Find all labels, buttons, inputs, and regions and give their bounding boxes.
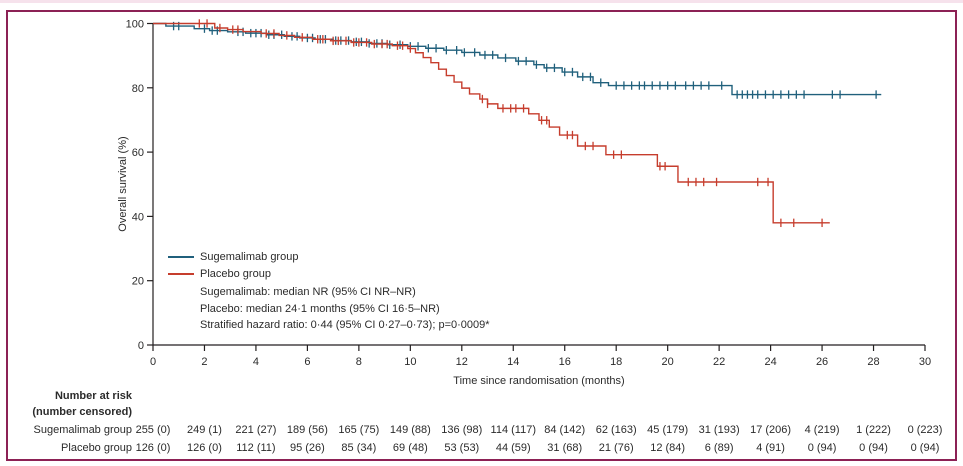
legend-item-placebo: Placebo group	[168, 266, 298, 283]
y-tick-label: 0	[138, 340, 144, 352]
risk-value: 62 (163)	[595, 424, 637, 436]
legend-label-placebo: Placebo group	[200, 267, 271, 280]
x-tick-label: 0	[150, 356, 156, 368]
stats-annotations: Sugemalimab: median NR (95% CI NR–NR) Pl…	[200, 284, 490, 334]
x-tick-label: 26	[816, 356, 828, 368]
y-tick-label: 100	[126, 19, 144, 31]
risk-row-label-placebo: Placebo group	[61, 442, 132, 454]
x-tick-label: 24	[764, 356, 776, 368]
risk-value: 221 (27)	[235, 424, 277, 436]
y-tick-label: 40	[132, 211, 144, 223]
risk-value: 53 (53)	[444, 442, 480, 454]
risk-value: 255 (0)	[135, 424, 171, 436]
risk-value: 0 (94)	[910, 442, 940, 454]
risk-value: 165 (75)	[338, 424, 380, 436]
risk-value: 1 (222)	[856, 424, 891, 436]
annotation-sugemalimab-median: Sugemalimab: median NR (95% CI NR–NR)	[200, 286, 416, 298]
x-tick-label: 14	[507, 356, 519, 368]
risk-value: 69 (48)	[392, 442, 428, 454]
risk-value: 44 (59)	[495, 442, 531, 454]
risk-value: 6 (89)	[704, 442, 734, 454]
sugemalimab-line-swatch	[168, 256, 194, 259]
x-tick-label: 20	[662, 356, 674, 368]
x-tick-label: 12	[456, 356, 468, 368]
y-tick-label: 80	[132, 83, 144, 95]
risk-value: 85 (34)	[341, 442, 377, 454]
placebo-line-swatch	[168, 272, 194, 275]
risk-value: 4 (219)	[804, 424, 840, 436]
risk-value: 249 (1)	[187, 424, 222, 436]
risk-value: 12 (84)	[650, 442, 686, 454]
number-at-risk-table: Number at risk (number censored) Sugemal…	[0, 3, 963, 466]
x-tick-label: 16	[559, 356, 571, 368]
annotation-placebo-median: Placebo: median 24·1 months (95% CI 16·5…	[200, 302, 440, 315]
risk-value: 189 (56)	[286, 424, 328, 436]
x-tick-label: 10	[404, 356, 416, 368]
legend: Sugemalimab group Placebo group	[168, 249, 298, 282]
risk-table-header-1: Number at risk	[54, 390, 132, 402]
x-axis-label: Time since randomisation (months)	[453, 375, 625, 387]
legend-label-sugemalimab: Sugemalimab group	[200, 251, 299, 264]
risk-value: 31 (68)	[547, 442, 583, 454]
risk-value: 149 (88)	[389, 424, 431, 436]
x-tick-label: 2	[201, 356, 207, 368]
risk-table-header-2: (number censored)	[32, 406, 132, 418]
risk-value: 0 (94)	[859, 442, 888, 454]
risk-value: 112 (11)	[236, 442, 276, 454]
risk-value: 4 (91)	[756, 442, 785, 454]
placebo-censor-ticks	[198, 19, 823, 228]
legend-item-sugemalimab: Sugemalimab group	[168, 249, 298, 266]
x-tick-label: 18	[610, 356, 622, 368]
x-tick-label: 30	[919, 356, 931, 368]
risk-row-label-sugemalimab: Sugemalimab group	[33, 424, 132, 436]
placebo-curve	[153, 22, 830, 224]
risk-value: 21 (76)	[598, 442, 634, 454]
risk-value: 0 (223)	[907, 424, 943, 436]
risk-value: 136 (98)	[441, 424, 483, 436]
risk-value: 126 (0)	[187, 442, 222, 454]
x-tick-label: 22	[713, 356, 725, 368]
x-tick-label: 8	[356, 356, 362, 368]
x-tick-label: 6	[304, 356, 310, 368]
risk-value: 95 (26)	[289, 442, 325, 454]
y-tick-label: 20	[132, 276, 144, 288]
risk-value: 17 (206)	[750, 424, 792, 436]
risk-value: 114 (117)	[490, 424, 536, 436]
x-tick-label: 28	[867, 356, 879, 368]
risk-value: 84 (142)	[544, 424, 586, 436]
risk-value: 126 (0)	[135, 442, 171, 454]
annotation-hazard-ratio: Stratified hazard ratio: 0·44 (95% CI 0·…	[200, 319, 490, 331]
risk-value: 45 (179)	[647, 424, 689, 436]
risk-value: 0 (94)	[807, 442, 837, 454]
y-tick-label: 60	[132, 147, 144, 159]
x-tick-label: 4	[253, 356, 259, 368]
risk-value: 31 (193)	[698, 424, 740, 436]
